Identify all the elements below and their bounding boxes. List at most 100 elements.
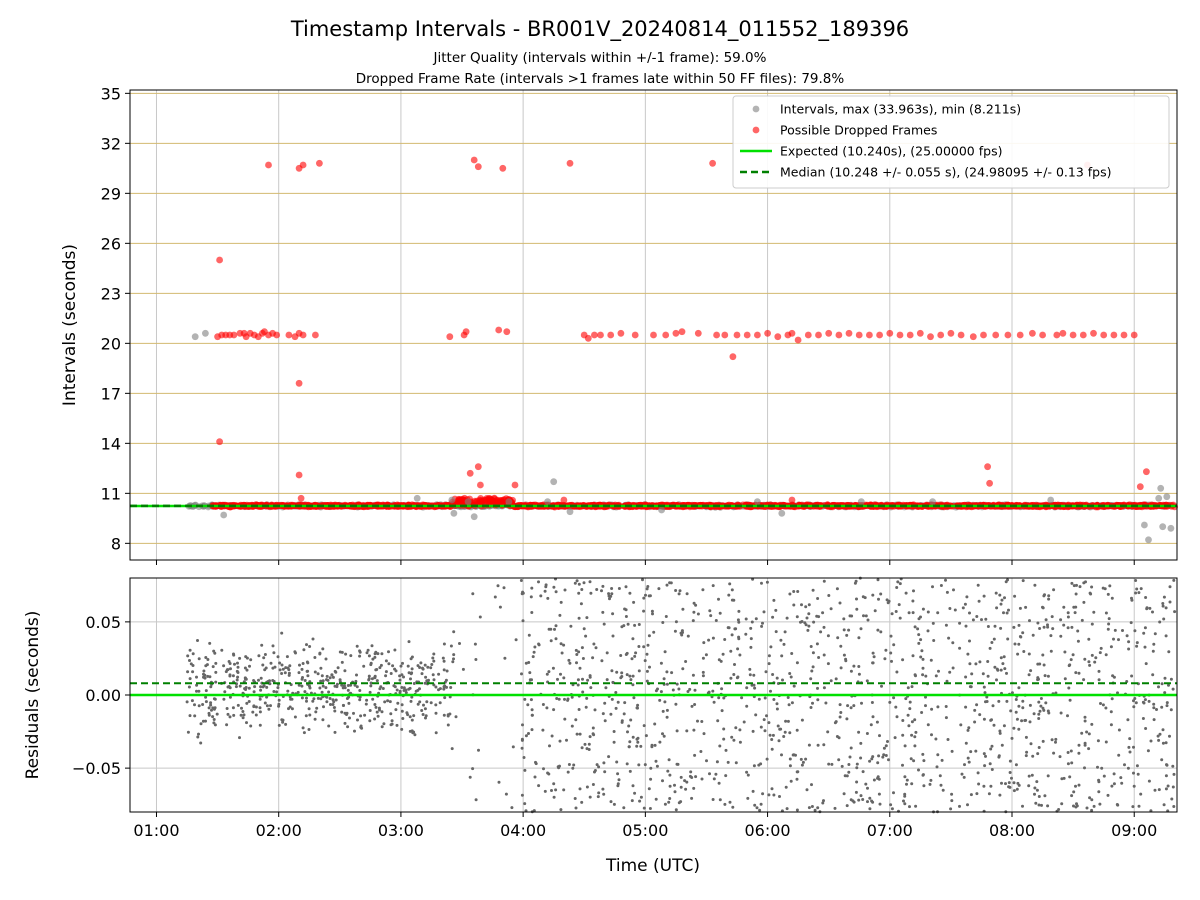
residual-point — [807, 603, 811, 607]
residual-point — [930, 707, 934, 711]
residual-point — [608, 597, 611, 601]
residual-point — [524, 661, 528, 665]
residual-point — [983, 764, 987, 768]
residual-point — [320, 674, 324, 678]
residual-point — [857, 665, 861, 668]
residual-point — [777, 739, 781, 743]
residual-point — [1072, 584, 1076, 588]
residual-point — [347, 701, 351, 705]
residual-point — [974, 749, 978, 753]
residuals-xtick-label-4: 05:00 — [622, 821, 668, 840]
dropped-point-57 — [713, 331, 720, 339]
residual-point — [1171, 785, 1175, 789]
residual-point — [686, 634, 690, 638]
residual-point — [947, 636, 951, 640]
residual-point — [944, 705, 948, 708]
residual-point — [631, 674, 635, 678]
residual-point — [822, 686, 826, 690]
residual-point — [630, 799, 634, 803]
residual-point — [386, 699, 390, 703]
dropped-point-16 — [285, 331, 293, 339]
residual-point — [344, 652, 348, 656]
residual-point — [998, 593, 1002, 597]
residual-point — [1014, 763, 1018, 767]
residual-point — [776, 724, 780, 728]
residual-point — [645, 669, 649, 673]
dropped-point-91 — [1029, 329, 1036, 337]
residual-point — [581, 690, 585, 694]
residual-point — [790, 701, 794, 705]
residual-point — [742, 720, 746, 724]
residual-point — [995, 606, 999, 610]
residual-point — [313, 717, 317, 721]
residual-point — [581, 657, 585, 660]
residual-point — [986, 660, 990, 663]
residual-point — [374, 705, 378, 709]
residual-point — [871, 651, 875, 655]
residual-point — [1123, 763, 1126, 767]
residual-point — [207, 713, 211, 717]
dropped-point-80 — [927, 333, 934, 341]
residual-point — [646, 585, 650, 588]
residual-point — [382, 722, 386, 726]
residual-point — [992, 723, 996, 727]
residual-point — [754, 713, 758, 717]
residual-point — [586, 678, 590, 682]
residual-point — [1029, 669, 1033, 673]
residual-point — [1002, 611, 1005, 615]
residual-point — [827, 594, 831, 597]
residual-point — [222, 697, 226, 701]
residual-point — [1112, 782, 1116, 786]
residual-point — [1100, 766, 1104, 770]
residual-point — [625, 762, 629, 766]
residual-point — [926, 629, 930, 633]
residual-point — [1037, 795, 1041, 798]
residual-point — [1147, 699, 1151, 703]
residual-point — [1038, 709, 1042, 713]
residual-point — [1158, 620, 1162, 624]
residual-point — [631, 637, 635, 641]
residual-point — [662, 677, 666, 681]
residual-point — [999, 602, 1003, 606]
residual-point — [313, 670, 317, 674]
residual-point — [338, 650, 342, 654]
intervals-ytick-label-2: 14 — [101, 434, 121, 453]
interval-point-23 — [1159, 523, 1167, 531]
residual-point — [913, 735, 917, 739]
residual-point — [1017, 642, 1021, 646]
residual-point — [1085, 730, 1089, 734]
residual-point — [847, 628, 851, 632]
residual-point — [450, 747, 454, 751]
residual-point — [301, 662, 305, 665]
residual-point — [324, 657, 328, 661]
dropped-point-68 — [804, 331, 812, 339]
residual-point — [845, 633, 849, 637]
residual-point — [1090, 653, 1094, 657]
residual-point — [1134, 579, 1138, 582]
residual-point — [207, 706, 211, 710]
residual-point — [331, 703, 335, 706]
residual-point — [794, 753, 797, 757]
residual-point — [861, 798, 865, 801]
residual-point — [679, 785, 683, 789]
residual-point — [537, 642, 541, 646]
residual-point — [448, 712, 452, 716]
residual-point — [399, 664, 403, 668]
residual-point — [994, 591, 998, 595]
dropped-point-47 — [597, 331, 604, 339]
residual-point — [674, 620, 678, 624]
residual-point — [998, 793, 1002, 797]
interval-point-20 — [1145, 536, 1152, 544]
residual-point — [336, 666, 340, 670]
residual-point — [587, 742, 591, 746]
residual-point — [546, 596, 550, 600]
residual-point — [627, 745, 631, 749]
residual-point — [855, 780, 859, 784]
residual-point — [987, 792, 991, 796]
residual-point — [1007, 608, 1010, 612]
residual-point — [628, 740, 632, 744]
residual-point — [1125, 634, 1129, 638]
residual-point — [1096, 765, 1099, 769]
residual-point — [884, 648, 888, 652]
residual-point — [1132, 784, 1136, 788]
